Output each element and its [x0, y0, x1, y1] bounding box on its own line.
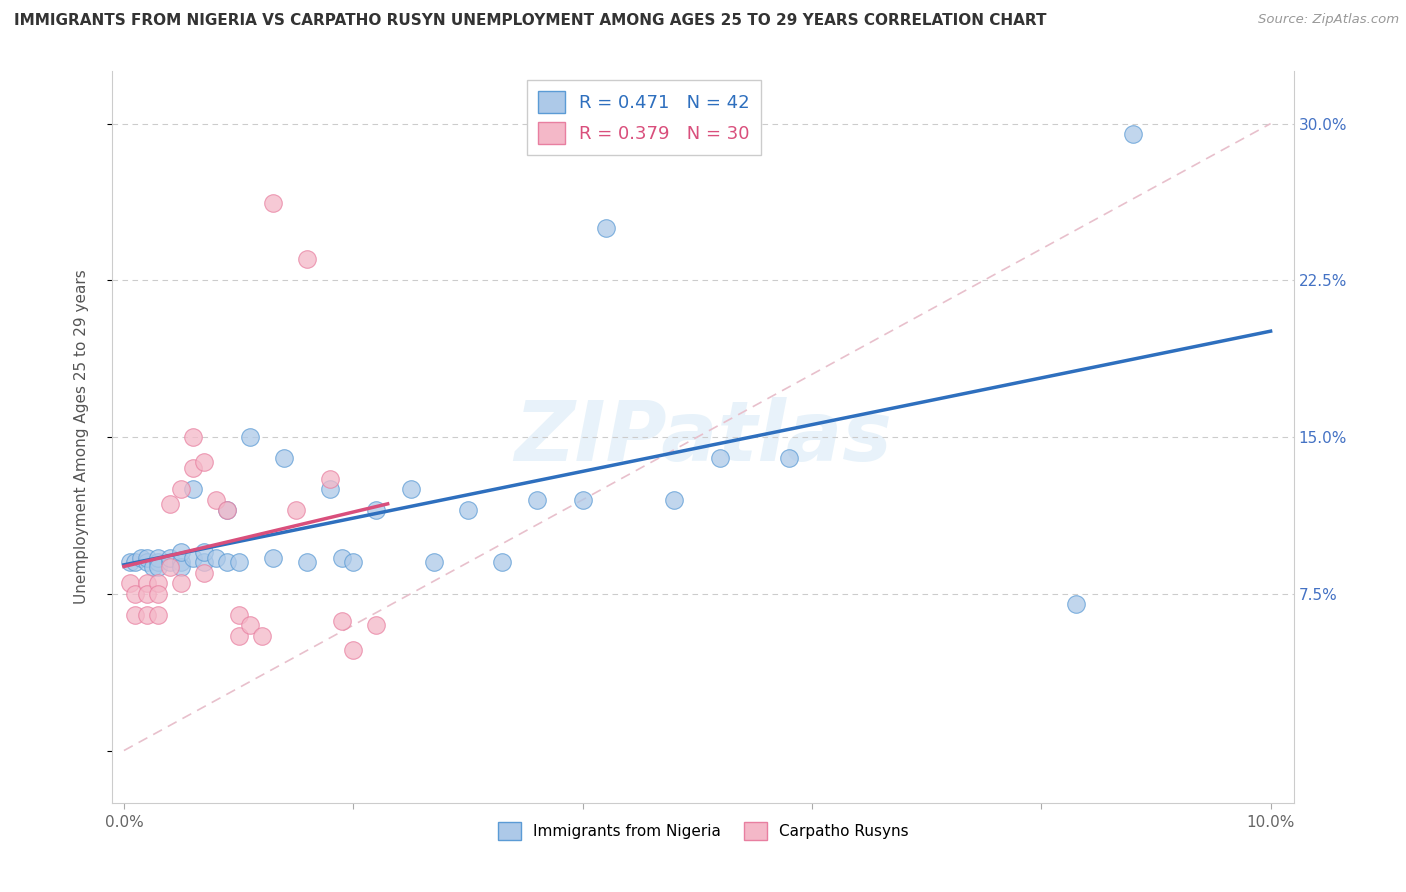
Point	[262, 551, 284, 566]
Point	[181, 551, 204, 566]
Point	[148, 556, 170, 570]
Point	[148, 551, 170, 566]
Point	[217, 503, 239, 517]
Point	[526, 492, 548, 507]
Point	[297, 252, 319, 267]
Point	[148, 576, 170, 591]
Point	[124, 607, 146, 622]
Point	[148, 607, 170, 622]
Point	[204, 551, 226, 566]
Point	[217, 556, 239, 570]
Point	[422, 556, 444, 570]
Point	[129, 551, 152, 566]
Point	[778, 450, 800, 465]
Point	[228, 607, 250, 622]
Point	[595, 221, 617, 235]
Point	[159, 551, 181, 566]
Point	[1122, 127, 1144, 141]
Point	[228, 629, 250, 643]
Point	[193, 556, 215, 570]
Legend: Immigrants from Nigeria, Carpatho Rusyns: Immigrants from Nigeria, Carpatho Rusyns	[492, 815, 914, 847]
Point	[330, 551, 353, 566]
Point	[193, 545, 215, 559]
Text: ZIPatlas: ZIPatlas	[515, 397, 891, 477]
Point	[319, 472, 342, 486]
Point	[319, 483, 342, 497]
Point	[181, 461, 204, 475]
Point	[124, 587, 146, 601]
Point	[273, 450, 295, 465]
Point	[366, 503, 388, 517]
Point	[342, 643, 364, 657]
Point	[193, 566, 215, 580]
Point	[217, 503, 239, 517]
Point	[709, 450, 731, 465]
Point	[142, 559, 165, 574]
Point	[135, 587, 157, 601]
Point	[170, 483, 193, 497]
Point	[342, 556, 364, 570]
Point	[1064, 597, 1087, 611]
Point	[491, 556, 513, 570]
Point	[366, 618, 388, 632]
Point	[204, 492, 226, 507]
Point	[159, 497, 181, 511]
Point	[118, 576, 141, 591]
Point	[250, 629, 273, 643]
Point	[664, 492, 686, 507]
Point	[148, 587, 170, 601]
Point	[135, 576, 157, 591]
Point	[170, 576, 193, 591]
Point	[135, 556, 157, 570]
Point	[181, 430, 204, 444]
Point	[457, 503, 479, 517]
Point	[170, 545, 193, 559]
Point	[118, 556, 141, 570]
Point	[330, 614, 353, 628]
Point	[170, 559, 193, 574]
Point	[239, 618, 262, 632]
Point	[170, 556, 193, 570]
Point	[262, 196, 284, 211]
Point	[399, 483, 422, 497]
Point	[239, 430, 262, 444]
Point	[159, 559, 181, 574]
Point	[228, 556, 250, 570]
Point	[181, 483, 204, 497]
Point	[124, 556, 146, 570]
Text: IMMIGRANTS FROM NIGERIA VS CARPATHO RUSYN UNEMPLOYMENT AMONG AGES 25 TO 29 YEARS: IMMIGRANTS FROM NIGERIA VS CARPATHO RUSY…	[14, 13, 1046, 29]
Text: Source: ZipAtlas.com: Source: ZipAtlas.com	[1258, 13, 1399, 27]
Point	[135, 551, 157, 566]
Point	[159, 556, 181, 570]
Point	[284, 503, 307, 517]
Point	[297, 556, 319, 570]
Point	[148, 559, 170, 574]
Point	[193, 455, 215, 469]
Point	[135, 607, 157, 622]
Y-axis label: Unemployment Among Ages 25 to 29 years: Unemployment Among Ages 25 to 29 years	[75, 269, 89, 605]
Point	[571, 492, 593, 507]
